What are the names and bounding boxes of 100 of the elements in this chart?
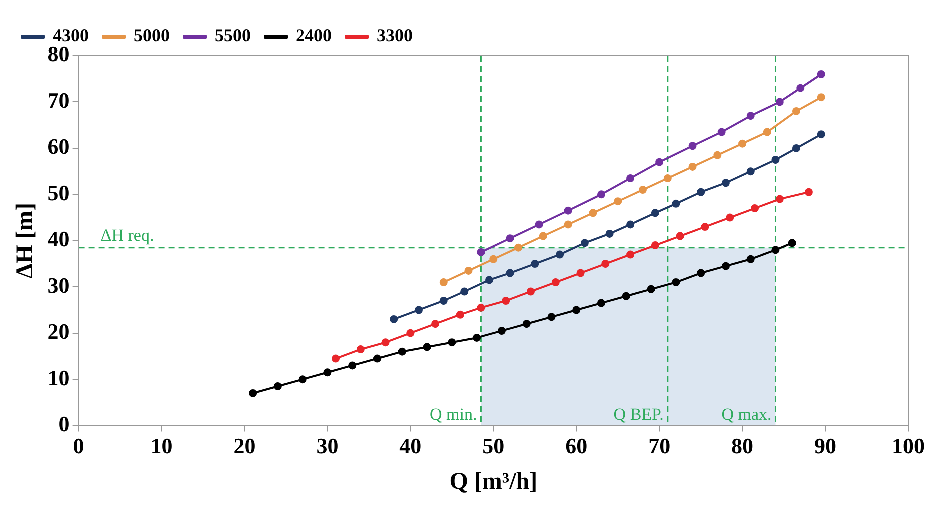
x-axis-title: Q [m³/h] bbox=[450, 468, 538, 495]
point bbox=[522, 320, 531, 328]
point bbox=[672, 200, 680, 208]
point bbox=[356, 346, 365, 354]
point bbox=[486, 276, 494, 284]
point bbox=[804, 188, 813, 196]
point bbox=[423, 343, 432, 352]
point bbox=[456, 310, 464, 319]
point bbox=[390, 315, 398, 324]
point bbox=[535, 220, 544, 229]
point bbox=[776, 195, 784, 204]
point bbox=[249, 389, 258, 398]
point bbox=[751, 204, 760, 213]
point bbox=[448, 338, 456, 347]
point bbox=[598, 299, 606, 308]
point bbox=[647, 285, 656, 294]
x-tick-label: 40 bbox=[400, 434, 422, 459]
point bbox=[638, 186, 647, 194]
point bbox=[564, 220, 572, 229]
point bbox=[373, 354, 382, 363]
point bbox=[274, 382, 282, 391]
point bbox=[614, 198, 622, 206]
point bbox=[606, 230, 614, 238]
point bbox=[817, 94, 826, 102]
y-tick-label: 50 bbox=[48, 180, 70, 206]
x-tick-label: 20 bbox=[234, 434, 256, 459]
point bbox=[817, 130, 826, 139]
ref-line-label: Q max. bbox=[722, 404, 772, 424]
point bbox=[763, 128, 772, 136]
point bbox=[651, 209, 660, 218]
point bbox=[440, 278, 448, 287]
point bbox=[676, 232, 684, 240]
x-tick-label: 70 bbox=[648, 434, 671, 459]
legend-label: 3300 bbox=[377, 26, 413, 46]
x-tick-label: 10 bbox=[150, 434, 173, 459]
point bbox=[564, 206, 572, 215]
point bbox=[746, 168, 755, 176]
point bbox=[464, 266, 473, 275]
point bbox=[490, 255, 498, 264]
point bbox=[348, 362, 357, 370]
point bbox=[548, 313, 556, 322]
point bbox=[776, 98, 784, 106]
point bbox=[514, 244, 523, 252]
y-tick-label: 20 bbox=[48, 319, 70, 344]
point bbox=[473, 334, 482, 342]
point bbox=[382, 338, 390, 347]
point bbox=[772, 246, 780, 254]
point bbox=[602, 260, 610, 268]
point bbox=[572, 306, 581, 314]
point bbox=[697, 269, 706, 278]
point bbox=[718, 128, 726, 136]
point bbox=[539, 232, 548, 240]
point bbox=[817, 70, 826, 78]
point bbox=[688, 142, 697, 150]
point bbox=[598, 190, 606, 199]
point bbox=[414, 306, 423, 314]
point bbox=[792, 144, 800, 152]
point bbox=[552, 278, 560, 287]
point bbox=[432, 320, 440, 328]
y-tick-label: 40 bbox=[48, 226, 70, 252]
point bbox=[580, 239, 589, 248]
legend-label: 5000 bbox=[134, 26, 170, 46]
y-tick-label: 0 bbox=[58, 411, 70, 436]
point bbox=[531, 260, 540, 268]
point bbox=[722, 179, 730, 188]
ref-line-label: ΔH req. bbox=[100, 226, 154, 245]
point bbox=[576, 269, 585, 278]
point bbox=[626, 174, 635, 182]
ref-line-label: Q BEP. bbox=[614, 404, 664, 424]
point bbox=[788, 239, 796, 248]
point bbox=[440, 296, 448, 305]
y-tick-label: 70 bbox=[48, 88, 70, 113]
legend-label: 2400 bbox=[296, 26, 332, 46]
point bbox=[714, 151, 722, 160]
x-tick-label: 60 bbox=[566, 434, 588, 459]
point bbox=[772, 156, 780, 164]
point bbox=[406, 329, 415, 338]
point bbox=[738, 140, 747, 148]
point bbox=[664, 174, 672, 182]
y-tick-label: 60 bbox=[48, 134, 70, 160]
point bbox=[477, 248, 486, 256]
point bbox=[589, 209, 598, 218]
y-axis-title: ΔH [m] bbox=[12, 203, 39, 279]
point bbox=[722, 262, 730, 270]
point bbox=[324, 368, 332, 377]
point bbox=[746, 112, 755, 120]
point bbox=[502, 296, 510, 305]
point bbox=[672, 278, 680, 287]
point bbox=[526, 288, 535, 296]
point bbox=[556, 250, 564, 259]
point bbox=[506, 269, 514, 278]
point bbox=[792, 107, 800, 116]
point bbox=[298, 376, 307, 384]
point bbox=[651, 242, 660, 250]
point bbox=[622, 292, 630, 300]
ref-line-label: Q min. bbox=[430, 404, 478, 424]
x-tick-label: 90 bbox=[814, 434, 837, 459]
point bbox=[460, 288, 469, 296]
x-tick-label: 30 bbox=[316, 434, 339, 459]
point bbox=[477, 304, 486, 312]
